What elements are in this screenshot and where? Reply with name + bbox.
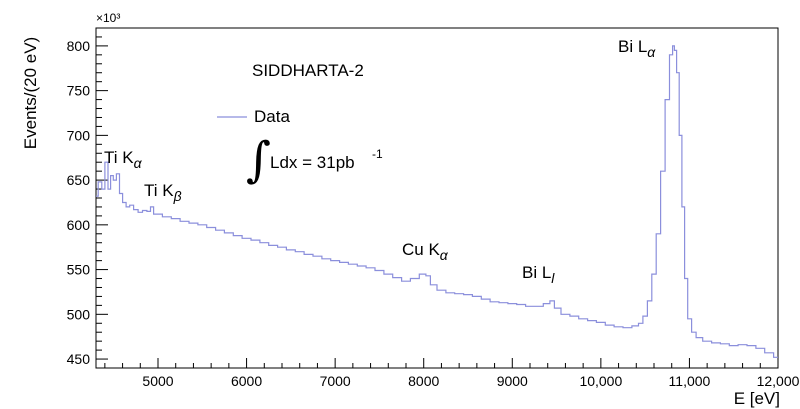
- legend-entry-data: Data: [254, 107, 290, 126]
- x-tick-label: 12,000: [757, 373, 800, 389]
- peak-label: Bi Lα: [618, 37, 656, 60]
- x-tick-label: 5000: [142, 373, 173, 389]
- y-tick-label: 800: [67, 38, 91, 54]
- luminosity-label: Ldx = 31pb: [270, 153, 355, 172]
- x-tick-label: 9000: [497, 373, 528, 389]
- y-tick-label: 450: [67, 351, 91, 367]
- x-tick-label: 10,000: [579, 373, 622, 389]
- y-tick-label: 750: [67, 83, 91, 99]
- plot-frame: [95, 27, 779, 369]
- y-tick-label: 500: [67, 306, 91, 322]
- legend: Data ∫ Ldx = 31pb -1: [217, 107, 383, 188]
- data-histogram-line: [96, 45, 778, 358]
- integral-sign: ∫: [246, 132, 271, 188]
- x-tick-label: 11,000: [669, 373, 711, 389]
- series-layer: [96, 45, 778, 358]
- x-tick-label: 8000: [408, 373, 439, 389]
- x-axis: 5000 6000 7000 8000 9000 10,000 11,000 12,000: [104, 358, 800, 389]
- x-axis-title: E [eV]: [734, 389, 780, 408]
- y-axis: 450 500 550 600 650 700 750 800: [67, 36, 108, 367]
- plot-border: [95, 27, 779, 369]
- y-tick-label: 600: [67, 217, 91, 233]
- experiment-label: SIDDHARTA-2: [252, 61, 364, 80]
- peak-label: Bi Ll: [522, 263, 555, 286]
- x-tick-label: 7000: [320, 373, 351, 389]
- y-tick-label: 700: [67, 127, 91, 143]
- peak-label: Cu Kα: [402, 240, 449, 263]
- x-tick-label: 6000: [231, 373, 262, 389]
- y-axis-title: Events/(20 eV): [21, 37, 40, 149]
- luminosity-exponent: -1: [372, 147, 383, 161]
- y-multiplier: ×10³: [96, 11, 120, 25]
- peak-label: Ti Kβ: [144, 181, 182, 204]
- peak-label: Ti Kα: [104, 148, 143, 171]
- y-tick-label: 650: [67, 172, 91, 188]
- y-tick-label: 550: [67, 262, 91, 278]
